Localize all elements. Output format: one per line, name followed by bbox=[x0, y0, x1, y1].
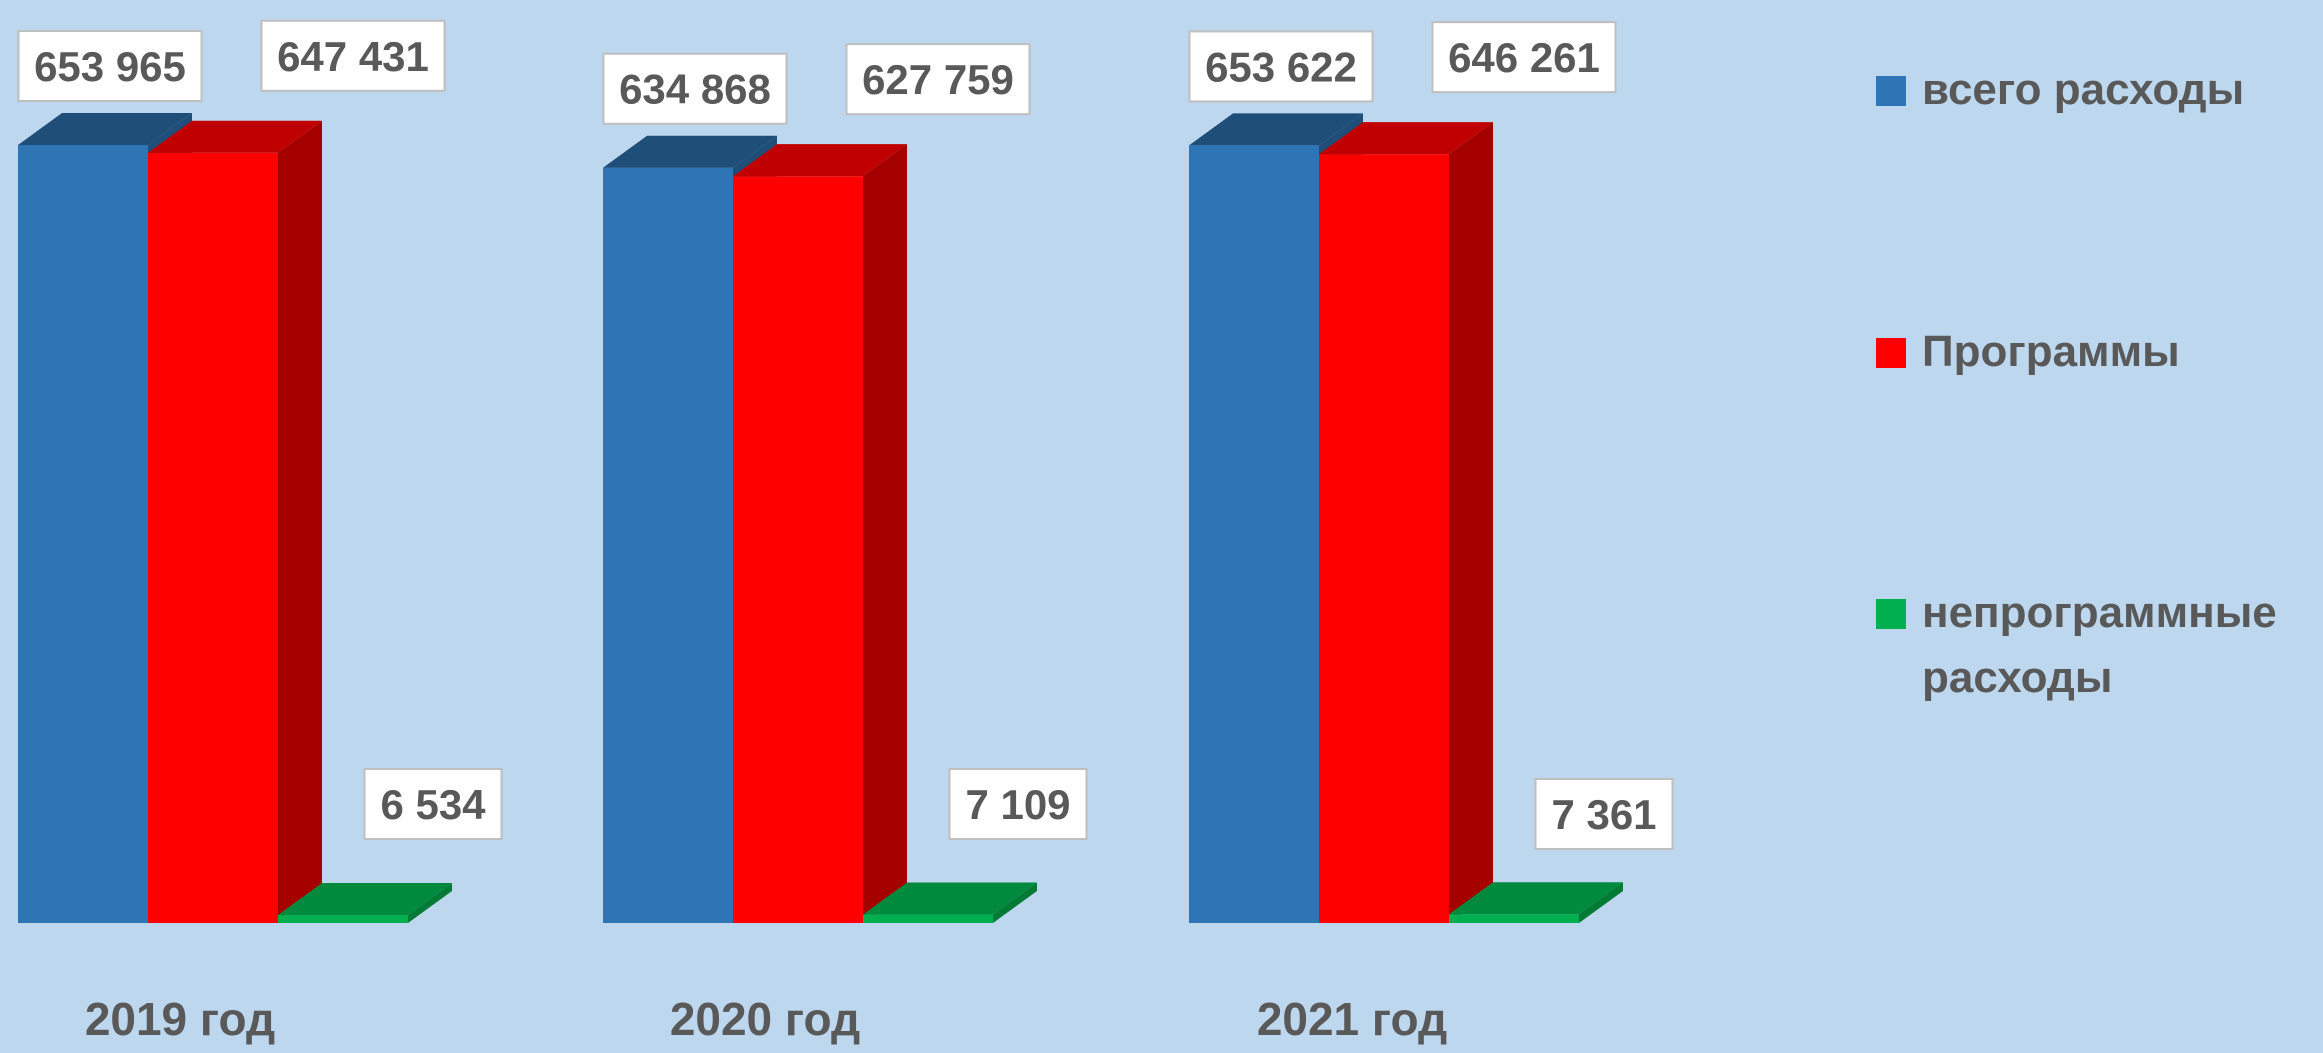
bar-top-s3-2 bbox=[863, 882, 1037, 915]
x-tick-label-1: 2019 год bbox=[85, 993, 275, 1045]
data-label-s2-2-box bbox=[845, 43, 1031, 116]
data-label-s1-1-box bbox=[17, 30, 203, 102]
bar-top-s3-3 bbox=[1449, 882, 1623, 915]
legend-label-3-line-2: расходы bbox=[1922, 653, 2112, 702]
data-label-s3-2: 7 109 bbox=[965, 781, 1070, 828]
bar-top-s2-3 bbox=[1319, 122, 1493, 155]
bar-s3-1 bbox=[278, 915, 408, 923]
data-label-s2-3-box bbox=[1431, 21, 1617, 94]
data-label-s1-3-box bbox=[1188, 30, 1374, 103]
bar-top-s2-2 bbox=[733, 144, 907, 177]
bar-top-s1-2 bbox=[603, 135, 777, 168]
legend-swatch-2 bbox=[1876, 338, 1906, 368]
bar-top-s3-1 bbox=[278, 883, 452, 915]
bar-top-s2-1 bbox=[148, 120, 322, 153]
bar-side-s2-3 bbox=[1449, 122, 1493, 924]
data-label-s2-1-box bbox=[260, 19, 446, 92]
x-tick-label-3: 2021 год bbox=[1257, 993, 1447, 1045]
bar-s1-3 bbox=[1189, 145, 1319, 923]
data-label-s2-2: 627 759 bbox=[862, 56, 1014, 103]
data-label-s2-3: 646 261 bbox=[1448, 34, 1600, 81]
data-label-s2-1: 647 431 bbox=[277, 33, 429, 80]
bar-s2-2 bbox=[733, 176, 863, 923]
data-label-s1-2: 634 868 bbox=[619, 66, 771, 113]
data-label-s3-1-box bbox=[363, 768, 503, 840]
bar-side-s2-1 bbox=[278, 120, 322, 924]
bar-s3-3 bbox=[1449, 914, 1579, 923]
legend-label-2: Программы bbox=[1922, 327, 2180, 376]
legend-label-1: всего расходы bbox=[1922, 65, 2244, 114]
bar-side-s3-3 bbox=[1579, 882, 1623, 923]
bar-s2-3 bbox=[1319, 154, 1449, 924]
bar-top-s1-1 bbox=[18, 113, 192, 145]
x-tick-label-2: 2020 год bbox=[670, 993, 860, 1045]
data-label-s3-3: 7 361 bbox=[1551, 791, 1656, 838]
data-label-s3-1: 6 534 bbox=[380, 781, 486, 828]
data-label-s3-3-box bbox=[1534, 778, 1674, 850]
bar-side-s3-2 bbox=[993, 882, 1037, 923]
legend-swatch-1 bbox=[1876, 76, 1906, 106]
bar-side-s3-1 bbox=[408, 883, 452, 923]
bar-s1-2 bbox=[603, 167, 733, 923]
bar-side-s2-2 bbox=[863, 144, 907, 923]
data-label-s1-1: 653 965 bbox=[34, 43, 186, 90]
data-label-s1-2-box bbox=[602, 52, 788, 125]
bar-s1-1 bbox=[18, 145, 148, 923]
bar-s3-2 bbox=[863, 914, 993, 923]
legend-label-3-line-1: непрограммные bbox=[1922, 588, 2277, 637]
legend-swatch-3 bbox=[1876, 599, 1906, 629]
data-label-s1-3: 653 622 bbox=[1205, 43, 1357, 90]
bar-s2-1 bbox=[148, 152, 278, 923]
bar-top-s1-3 bbox=[1189, 113, 1363, 146]
data-label-s3-2-box bbox=[948, 768, 1088, 840]
